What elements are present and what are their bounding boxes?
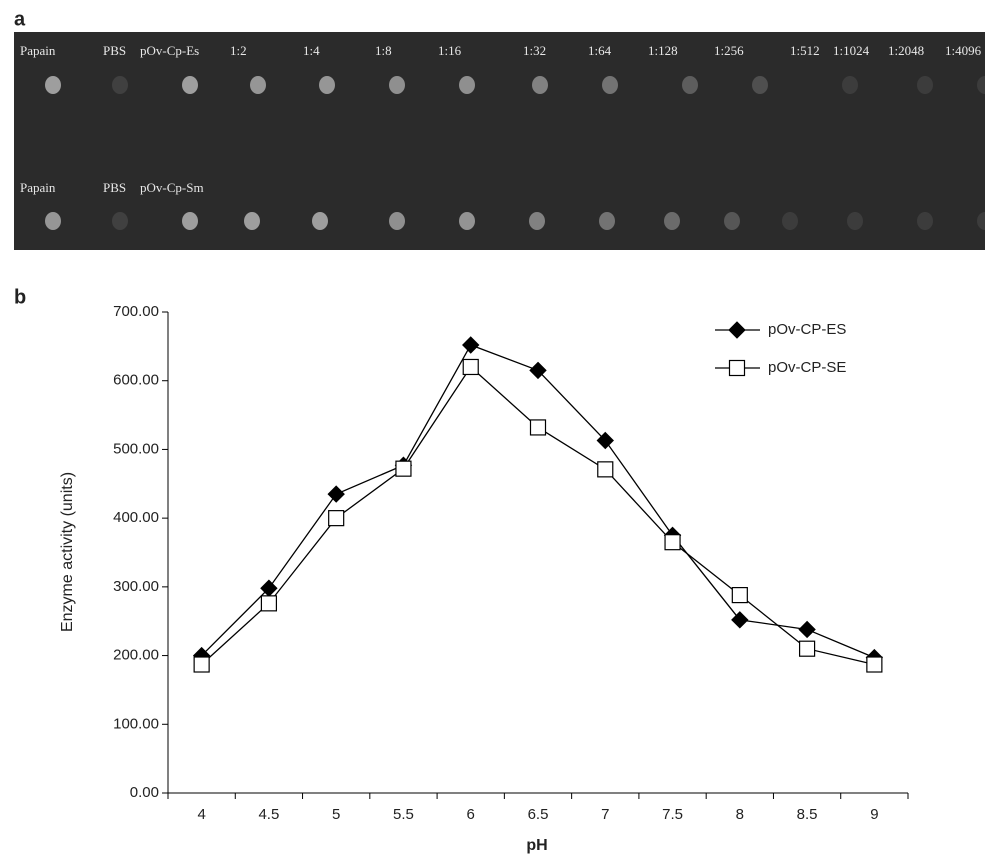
blot-label: 1:2: [230, 43, 247, 58]
x-tick-label: 6.5: [528, 806, 549, 823]
marker: [799, 621, 815, 637]
legend-label: pOv-CP-ES: [768, 321, 846, 338]
legend-marker: [729, 322, 745, 338]
blot-dot: [724, 212, 740, 230]
blot-label: 1:1024: [833, 43, 870, 58]
blot-label: PBS: [103, 180, 126, 195]
x-tick-label: 7: [601, 806, 609, 823]
blot-label: 1:16: [438, 43, 462, 58]
blot-dot: [459, 212, 475, 230]
blot-dot: [532, 76, 548, 94]
x-tick-label: 4: [197, 806, 205, 823]
blot-label: 1:128: [648, 43, 678, 58]
blot-image: [14, 32, 985, 250]
figure: a Papain PBS pOv-Cp-Es 1:2 1:4 1:8 1:16 1:32 1:6…: [0, 0, 997, 863]
blot-label: 1:256: [714, 43, 744, 58]
marker: [328, 486, 344, 502]
x-tick-label: 5: [332, 806, 340, 823]
blot-dot: [45, 76, 61, 94]
blot-label: Papain: [20, 180, 56, 195]
blot-dot: [244, 212, 260, 230]
blot-label: 1:64: [588, 43, 612, 58]
x-tick-label: 7.5: [662, 806, 683, 823]
series-line: [202, 345, 875, 658]
x-tick-label: 5.5: [393, 806, 414, 823]
y-tick-label: 700.00: [113, 303, 159, 320]
marker: [463, 359, 478, 374]
blot-label: 1:32: [523, 43, 546, 58]
x-tick-label: 9: [870, 806, 878, 823]
marker: [463, 337, 479, 353]
x-tick-label: 8: [736, 806, 744, 823]
x-tick-label: 4.5: [258, 806, 279, 823]
blot-dot: [664, 212, 680, 230]
marker: [531, 420, 546, 435]
blot-dot: [599, 212, 615, 230]
blot-dot: [312, 212, 328, 230]
panel-letter: b: [14, 286, 26, 308]
legend-label: pOv-CP-SE: [768, 359, 846, 376]
blot-label: 1:8: [375, 43, 392, 58]
x-tick-label: 8.5: [797, 806, 818, 823]
marker: [396, 461, 411, 476]
blot-dot: [602, 76, 618, 94]
blot-dot: [459, 76, 475, 94]
blot-label: pOv-Cp-Es: [140, 43, 199, 58]
blot-dot: [842, 76, 858, 94]
marker: [598, 462, 613, 477]
marker: [732, 612, 748, 628]
y-tick-label: 400.00: [113, 509, 159, 526]
blot-dot: [752, 76, 768, 94]
blot-dot: [847, 212, 863, 230]
blot-label: Papain: [20, 43, 56, 58]
marker: [665, 535, 680, 550]
blot-label: 1:512: [790, 43, 820, 58]
blot-dot: [977, 76, 993, 94]
x-axis-title: pH: [526, 837, 547, 854]
y-tick-label: 100.00: [113, 715, 159, 732]
blot-dot: [389, 76, 405, 94]
y-tick-label: 300.00: [113, 578, 159, 595]
blot-label: pOv-Cp-Sm: [140, 180, 204, 195]
marker: [732, 588, 747, 603]
marker: [800, 641, 815, 656]
marker: [261, 596, 276, 611]
blot-dot: [112, 76, 128, 94]
blot-dot: [977, 212, 993, 230]
legend-marker: [730, 361, 745, 376]
series-line: [202, 367, 875, 665]
marker: [329, 511, 344, 526]
blot-dot: [319, 76, 335, 94]
blot-dot: [112, 212, 128, 230]
blot-dot: [917, 212, 933, 230]
dot-blot: Papain PBS pOv-Cp-Es 1:2 1:4 1:8 1:16 1:32 1:64 1…: [14, 32, 993, 250]
blot-label: 1:2048: [888, 43, 924, 58]
y-tick-label: 200.00: [113, 647, 159, 664]
blot-dot: [182, 212, 198, 230]
blot-label: 1:4096: [945, 43, 982, 58]
blot-dot: [182, 76, 198, 94]
blot-dot: [45, 212, 61, 230]
y-tick-label: 0.00: [130, 784, 159, 801]
marker: [194, 657, 209, 672]
marker: [867, 657, 882, 672]
blot-dot: [682, 76, 698, 94]
y-axis-title: Enzyme activity (units): [59, 472, 76, 632]
blot-dot: [782, 212, 798, 230]
panel-letter: a: [14, 8, 26, 30]
blot-dot: [250, 76, 266, 94]
y-tick-label: 500.00: [113, 440, 159, 457]
blot-dot: [917, 76, 933, 94]
blot-dot: [389, 212, 405, 230]
x-tick-label: 6: [467, 806, 475, 823]
y-tick-label: 600.00: [113, 372, 159, 389]
blot-label: PBS: [103, 43, 126, 58]
blot-dot: [529, 212, 545, 230]
blot-label: 1:4: [303, 43, 320, 58]
